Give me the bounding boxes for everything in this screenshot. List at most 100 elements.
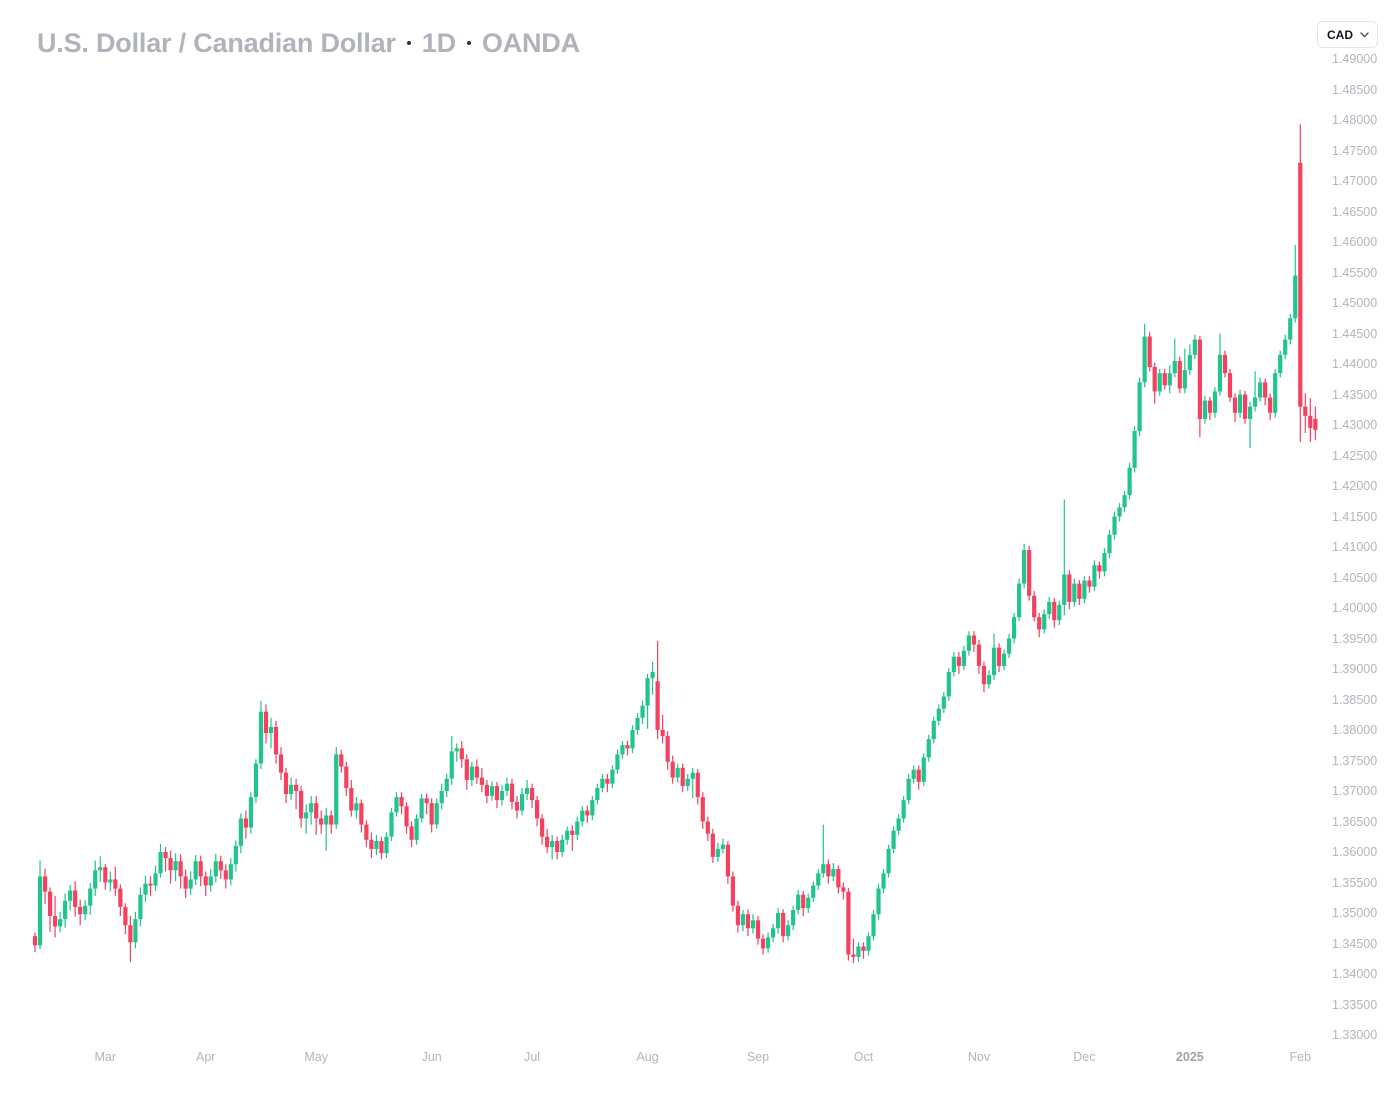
candle-body (288, 784, 294, 795)
candle-body (218, 861, 223, 871)
candle-body (108, 879, 113, 883)
candle-body (1001, 653, 1007, 666)
candle-body (494, 786, 500, 801)
candle-body (846, 891, 851, 955)
candle-body (253, 763, 259, 798)
candle-body (454, 748, 459, 752)
candle-body (58, 919, 63, 927)
candle-body (93, 870, 98, 889)
candle-wick (426, 793, 428, 815)
candle-body (1082, 580, 1087, 599)
candle-body (821, 864, 826, 874)
candle-body (459, 748, 464, 760)
candle-body (158, 852, 163, 874)
currency-selector-label: CAD (1327, 27, 1353, 42)
candle-body (78, 906, 83, 915)
candle-body (700, 797, 705, 822)
candle-body (203, 876, 208, 886)
candle-body (238, 818, 243, 846)
candle-body (1222, 354, 1228, 374)
candle-body (976, 644, 982, 666)
interval-label: 1D (421, 28, 456, 58)
candle-body (1293, 275, 1298, 319)
candle-body (1112, 516, 1117, 535)
candle-body (720, 844, 725, 849)
candle-body (123, 906, 128, 926)
candle-body (585, 810, 590, 816)
candle-body (836, 869, 841, 888)
candle-body (133, 919, 138, 943)
candle-body (781, 913, 786, 937)
candle-body (1242, 394, 1248, 419)
candle-body (118, 888, 123, 907)
candle-body (1207, 400, 1213, 413)
candle-body (735, 905, 741, 926)
candle-body (560, 839, 565, 852)
candle-body (1247, 406, 1253, 419)
symbol-title[interactable]: U.S. Dollar / Canadian Dollar 1D OANDA (37, 28, 580, 59)
candle-body (1012, 617, 1017, 639)
candle-body (258, 711, 264, 764)
candle-body (806, 897, 811, 909)
candle-body (1192, 339, 1197, 355)
candle-body (1298, 162, 1303, 407)
candle-body (981, 665, 987, 685)
candle-body (916, 769, 921, 782)
candle-body (1097, 565, 1102, 572)
candle-body (434, 803, 439, 825)
candle-body (243, 818, 248, 828)
candle-body (1042, 614, 1047, 630)
candle-wick (149, 876, 152, 896)
candle-body (509, 783, 515, 802)
candle-body (931, 720, 936, 740)
candle-body (268, 726, 274, 734)
candle-body (770, 928, 776, 938)
candle-body (469, 766, 474, 781)
candle-body (233, 845, 238, 865)
candle-body (590, 800, 595, 816)
currency-selector-button[interactable]: CAD (1317, 21, 1378, 48)
candle-body (83, 905, 88, 915)
candle-body (88, 888, 93, 906)
candle-body (550, 841, 555, 848)
candle-body (213, 861, 218, 877)
candle-body (600, 778, 605, 788)
candle-body (986, 675, 992, 685)
candle-body (344, 766, 349, 788)
candle-body (148, 883, 153, 886)
candle-body (660, 730, 665, 737)
candle-body (946, 672, 951, 697)
candle-body (1052, 601, 1057, 621)
candle-wick (325, 808, 327, 851)
candle-body (695, 772, 700, 798)
candle-body (283, 772, 289, 795)
symbol-name: U.S. Dollar / Canadian Dollar (37, 28, 396, 58)
candle-body (504, 783, 510, 791)
candle-body (68, 890, 73, 901)
candle-body (1172, 360, 1177, 374)
candle-body (394, 797, 399, 813)
candle-body (384, 836, 389, 854)
candle-body (1047, 601, 1052, 615)
candle-body (98, 867, 103, 871)
candle-body (901, 800, 906, 819)
candle-body (484, 784, 489, 796)
candle-body (168, 858, 173, 871)
candle-body (811, 885, 816, 898)
candle-body (514, 801, 520, 811)
candle-body (278, 754, 284, 773)
candle-body (37, 876, 43, 946)
candle-body (605, 778, 610, 784)
candle-body (956, 656, 961, 666)
candle-body (680, 767, 685, 787)
candle-body (961, 650, 966, 666)
candle-wick (662, 714, 664, 744)
candle-body (299, 791, 304, 819)
candle-body (796, 894, 801, 910)
candle-body (1182, 370, 1187, 389)
candle-body (765, 937, 771, 949)
candle-body (138, 894, 143, 920)
candle-body (1237, 394, 1243, 413)
